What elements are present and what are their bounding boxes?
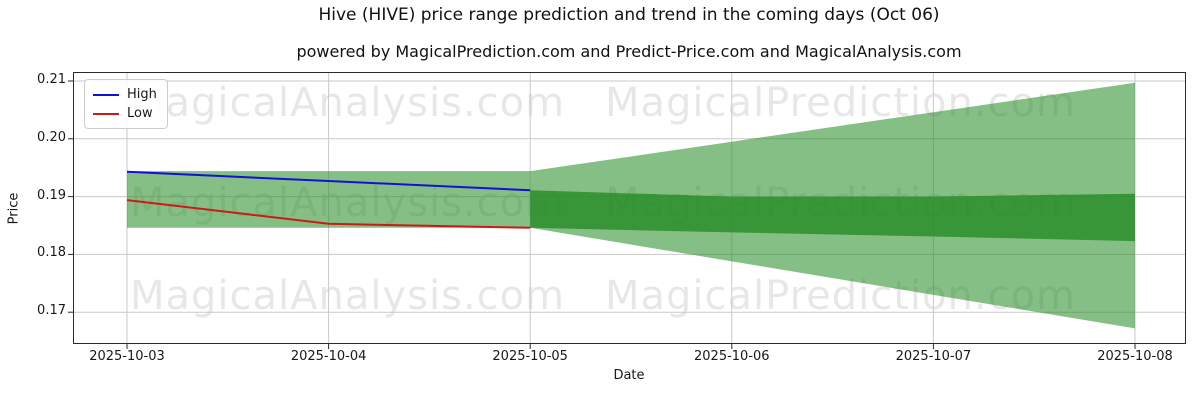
x-tick-label: 2025-10-04 — [290, 349, 367, 364]
forecast-inner-range-band — [530, 190, 1135, 242]
y-axis-label: Price — [6, 192, 22, 225]
chart-title: Hive (HIVE) price range prediction and t… — [318, 5, 940, 25]
chart-subtitle: powered by MagicalPrediction.com and Pre… — [296, 42, 962, 61]
watermark-analysis: MagicalAnalysis.com — [130, 80, 566, 126]
y-tick-label: 0.18 — [37, 245, 66, 261]
x-axis-label: Date — [613, 368, 645, 383]
y-tick-label: 0.17 — [37, 303, 66, 319]
axes-spines — [73, 72, 1186, 344]
low-line-swatch — [93, 112, 119, 115]
plot-area — [68, 72, 1186, 349]
y-tick-label: 0.21 — [37, 72, 66, 87]
legend: High Low — [84, 79, 168, 129]
legend-item-high: High — [93, 85, 157, 104]
watermark-analysis: MagicalAnalysis.com — [130, 273, 566, 319]
x-tick-label: 2025-10-07 — [895, 349, 972, 364]
low-line — [126, 199, 531, 229]
high-line — [126, 170, 531, 192]
legend-label-high: High — [127, 87, 157, 102]
x-tick-label: 2025-10-08 — [1097, 349, 1173, 364]
x-tick-label: 2025-10-06 — [694, 349, 770, 364]
legend-label-low: Low — [127, 106, 153, 121]
y-tick-label: 0.20 — [37, 129, 66, 145]
y-tick-label: 0.19 — [37, 187, 66, 203]
x-tick-label: 2025-10-05 — [492, 349, 568, 364]
high-line-swatch — [93, 93, 119, 96]
x-tick-label: 2025-10-03 — [89, 349, 165, 364]
historical-range-band — [127, 171, 531, 228]
legend-item-low: Low — [93, 104, 157, 123]
